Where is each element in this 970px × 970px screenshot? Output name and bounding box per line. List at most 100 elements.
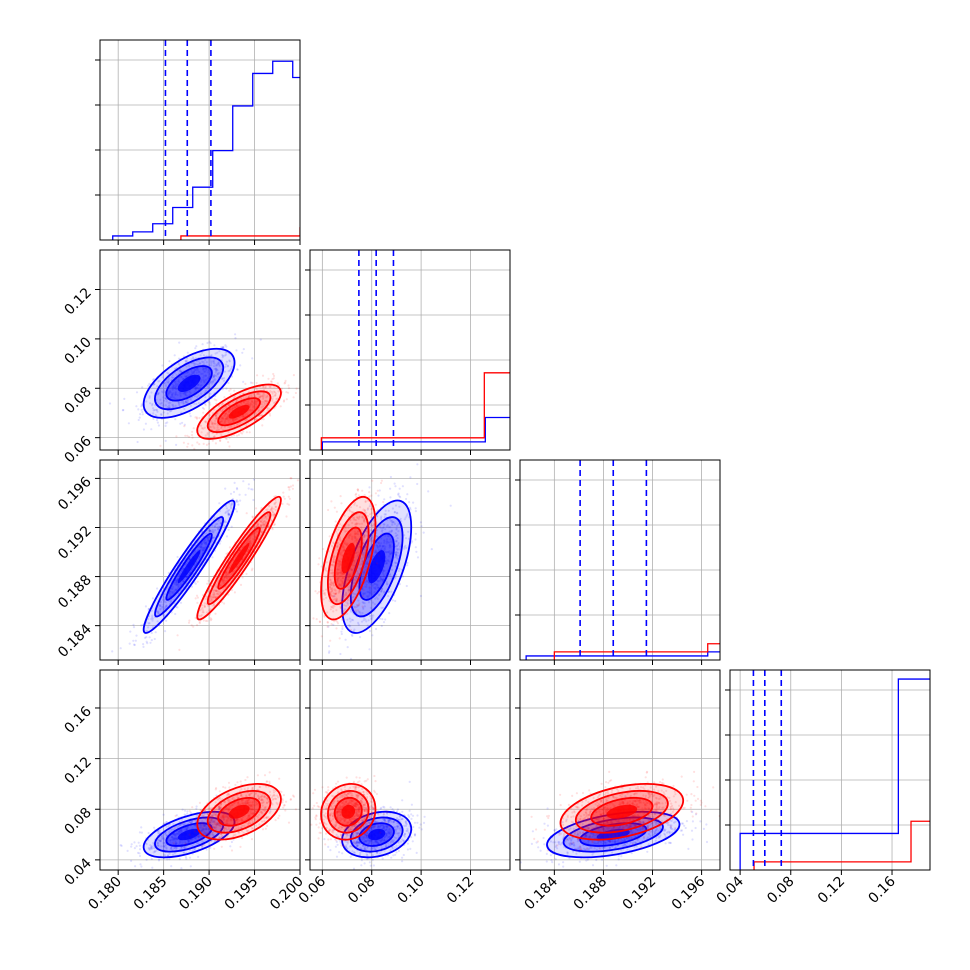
scatter-point	[369, 615, 372, 618]
scatter-point	[230, 420, 233, 424]
scatter-point	[150, 631, 153, 635]
scatter-point	[248, 393, 251, 397]
scatter-point	[225, 815, 228, 818]
scatter-point	[223, 420, 226, 423]
scatter-point	[229, 393, 232, 396]
scatter-point	[162, 411, 165, 414]
scatter-point	[357, 551, 360, 554]
scatter-point	[163, 389, 166, 392]
scatter-point	[174, 588, 177, 591]
scatter-point	[215, 415, 218, 418]
scatter-point	[200, 384, 203, 387]
scatter-point	[228, 509, 231, 512]
scatter-point	[355, 545, 358, 548]
scatter-point	[182, 400, 185, 403]
scatter-point	[175, 443, 178, 446]
scatter-point	[225, 412, 228, 415]
scatter-point	[237, 564, 240, 567]
scatter-point	[235, 404, 238, 407]
scatter-point	[268, 407, 271, 410]
scatter-point	[329, 578, 332, 581]
scatter-point	[203, 602, 206, 605]
scatter-point	[162, 838, 166, 841]
scatter-point	[166, 854, 169, 857]
scatter-point	[226, 416, 229, 419]
scatter-point	[217, 590, 220, 593]
scatter-point	[156, 587, 159, 590]
scatter-point	[125, 667, 127, 669]
scatter-point	[256, 374, 259, 377]
scatter-point	[405, 514, 408, 517]
scatter-point	[179, 369, 182, 372]
scatter-point	[161, 607, 164, 610]
scatter-point	[164, 844, 168, 847]
scatter-point	[361, 605, 364, 608]
scatter-point	[153, 408, 156, 412]
scatter-point	[236, 368, 239, 371]
scatter-point	[385, 542, 388, 545]
scatter-point	[214, 813, 217, 816]
scatter-point	[163, 382, 166, 385]
scatter-point	[204, 824, 207, 827]
scatter-point	[162, 614, 165, 618]
scatter-point	[203, 548, 206, 551]
scatter-point	[196, 441, 199, 444]
scatter-point	[274, 498, 277, 501]
scatter-point	[271, 526, 274, 530]
scatter-point	[250, 542, 253, 545]
scatter-point	[232, 490, 236, 494]
scatter-point	[374, 549, 378, 552]
scatter-point	[225, 573, 228, 576]
scatter-point	[247, 549, 250, 552]
scatter-point	[217, 823, 220, 826]
scatter-point	[208, 529, 211, 532]
scatter-point	[173, 590, 176, 593]
scatter-point	[336, 620, 339, 623]
scatter-point	[216, 373, 219, 376]
scatter-point	[175, 838, 178, 841]
scatter-point	[358, 636, 362, 639]
scatter-point	[209, 607, 212, 611]
scatter-point	[357, 604, 360, 607]
scatter-point	[267, 515, 270, 518]
scatter-point	[230, 840, 233, 844]
scatter-point	[148, 848, 151, 851]
scatter-point	[233, 481, 236, 484]
scatter-point	[157, 611, 160, 615]
scatter-point	[361, 552, 364, 555]
scatter-point	[174, 842, 178, 846]
scatter-point	[332, 554, 335, 557]
scatter-point	[137, 418, 140, 422]
scatter-point	[223, 576, 227, 579]
scatter-point	[119, 647, 122, 650]
scatter-point	[218, 363, 221, 366]
scatter-point	[272, 395, 275, 398]
scatter-point	[186, 351, 189, 354]
scatter-point	[383, 547, 386, 550]
scatter-point	[377, 586, 380, 589]
scatter-point	[419, 594, 422, 598]
scatter-point	[223, 521, 226, 524]
scatter-point	[199, 386, 202, 389]
scatter-point	[191, 849, 194, 852]
scatter-point	[184, 393, 187, 396]
scatter-point	[216, 426, 219, 429]
scatter-point	[262, 397, 265, 400]
scatter-point	[355, 605, 358, 609]
scatter-point	[220, 579, 224, 582]
scatter-point	[152, 417, 155, 420]
scatter-point	[204, 379, 207, 382]
scatter-point	[354, 532, 357, 535]
scatter-point	[361, 601, 364, 604]
scatter-point	[391, 568, 394, 572]
scatter-point	[123, 397, 126, 400]
scatter-point	[363, 518, 366, 521]
scatter-point	[333, 560, 336, 564]
scatter-point	[196, 386, 199, 389]
scatter-point	[241, 576, 244, 579]
histogram-red	[180, 227, 300, 240]
scatter-point	[178, 841, 182, 844]
scatter-point	[255, 388, 258, 391]
scatter-point	[151, 378, 155, 381]
scatter-point	[254, 403, 257, 406]
